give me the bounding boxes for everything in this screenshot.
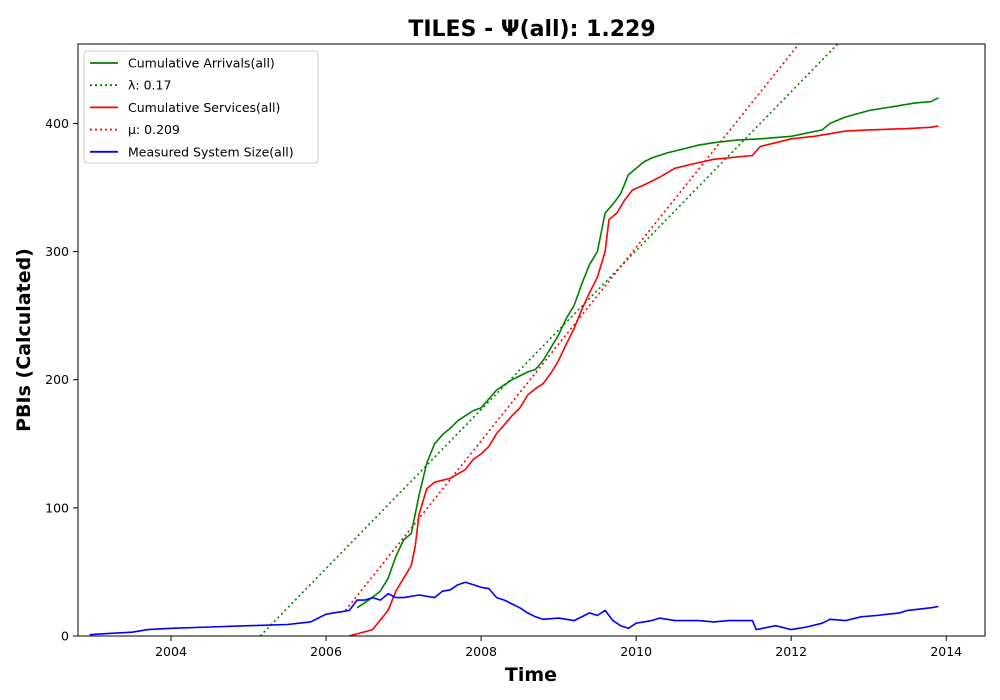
x-tick-label: 2006 (310, 644, 342, 659)
x-axis-label: Time (505, 664, 557, 686)
y-tick-label: 100 (45, 500, 69, 515)
series-line-3 (349, 125, 939, 636)
y-tick-label: 400 (45, 116, 69, 131)
y-axis-label: PBIs (Calculated) (13, 248, 35, 432)
series-line-5 (89, 581, 939, 636)
legend-label-2: λ: 0.17 (128, 78, 171, 93)
axes-ticks: 2004 2006 2008 2010 2012 2014 0 100 200 300 400 (45, 116, 962, 659)
legend-box (83, 50, 319, 164)
x-tick-label: 2008 (465, 644, 497, 659)
y-tick-label: 0 (61, 629, 69, 644)
y-tick-label: 200 (45, 372, 69, 387)
y-tick-label: 300 (45, 244, 69, 259)
legend: Cumulative Arrivals(all) λ: 0.17 Cumulativ… (83, 50, 319, 164)
x-tick-label: 2012 (775, 644, 807, 659)
legend-label-1: Cumulative Arrivals(all) (128, 56, 275, 71)
series-line-1 (356, 97, 939, 609)
legend-label-4: μ: 0.209 (128, 122, 180, 137)
legend-label-5: Measured System Size(all) (128, 144, 294, 159)
legend-label-3: Cumulative Services(all) (128, 100, 280, 115)
x-tick-label: 2004 (155, 644, 187, 659)
series-line-4 (344, 44, 800, 611)
plot-frame (77, 43, 986, 637)
x-tick-label: 2014 (930, 644, 962, 659)
x-tick-label: 2010 (620, 644, 652, 659)
chart-title: TILES - Ψ(all): 1.229 (408, 17, 655, 42)
plot-area (89, 44, 939, 636)
